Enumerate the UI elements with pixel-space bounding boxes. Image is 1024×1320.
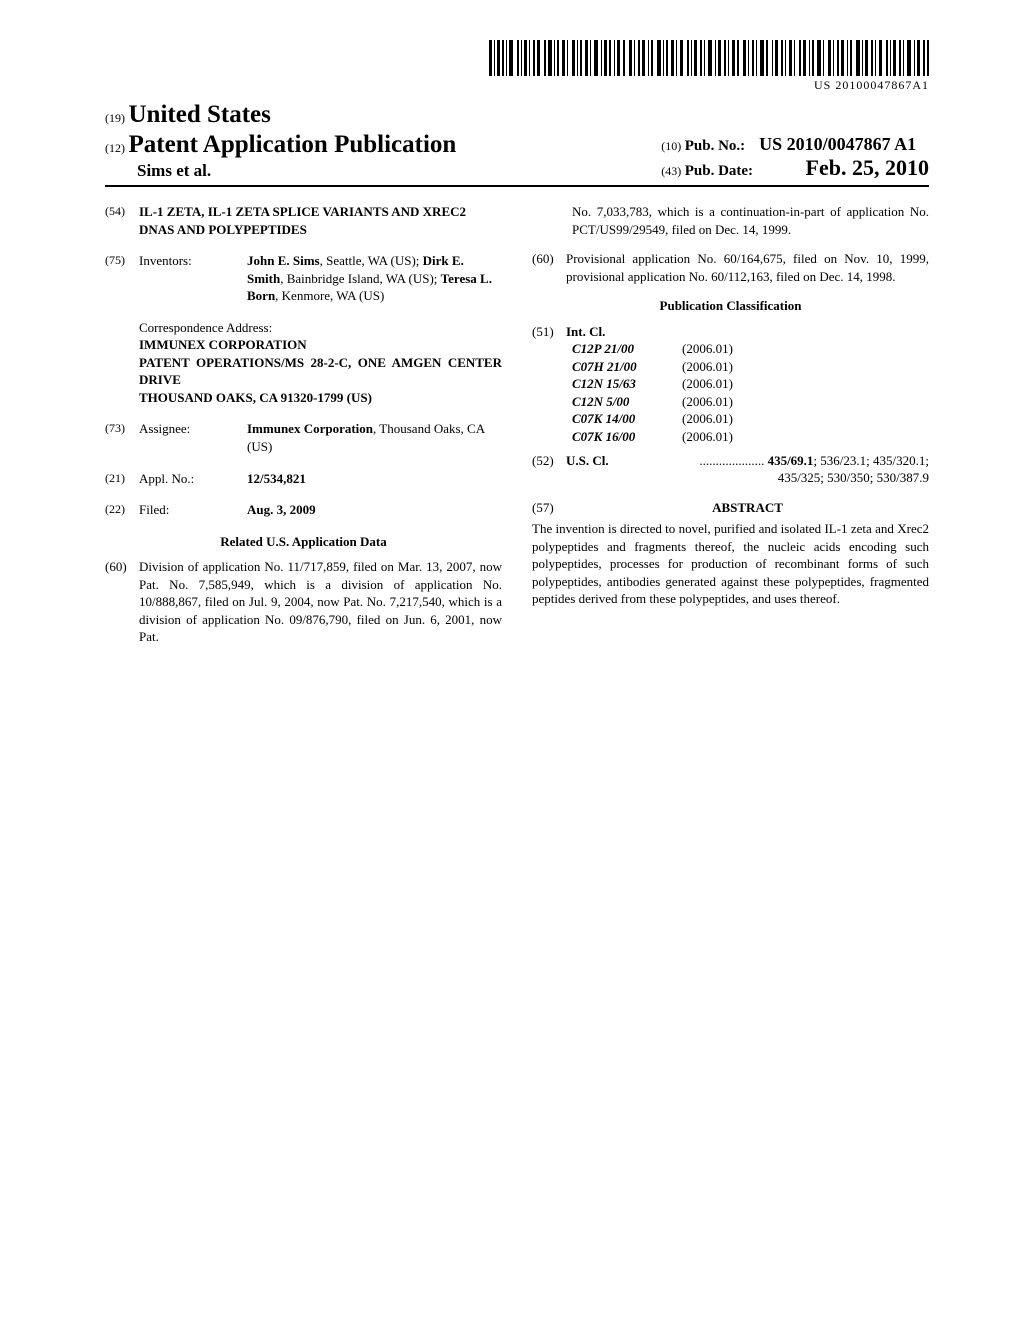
intcl-code: C12P 21/00	[572, 340, 682, 358]
field-73-assignee: (73) Assignee: Immunex Corporation, Thou…	[105, 420, 502, 455]
code-73: (73)	[105, 420, 139, 455]
patent-page: US 20100047867A1 (19) United States (12)…	[0, 0, 1024, 686]
continuation-60: No. 7,033,783, which is a continuation-i…	[532, 203, 929, 238]
intcl-ver: (2006.01)	[682, 358, 733, 376]
inventors-value: John E. Sims, Seattle, WA (US); Dirk E. …	[247, 252, 502, 305]
pubno-label: Pub. No.:	[685, 138, 745, 154]
uscl-label: U.S. Cl.	[566, 452, 609, 470]
pubdate-value: Feb. 25, 2010	[806, 155, 929, 180]
code-43: (43)	[661, 164, 681, 178]
pub-type: Patent Application Publication	[129, 131, 457, 158]
abstract-title: ABSTRACT	[566, 499, 929, 517]
applno-value: 12/534,821	[247, 470, 502, 488]
field-57-abstract-head: (57) ABSTRACT	[532, 499, 929, 517]
uscl-line-2: 435/325; 530/350; 530/387.9	[566, 469, 929, 487]
intcl-code: C07H 21/00	[572, 358, 682, 376]
pub-classification-title: Publication Classification	[532, 297, 929, 315]
intcl-row: C07H 21/00(2006.01)	[572, 358, 929, 376]
inventor-3-loc: , Kenmore, WA (US)	[275, 288, 384, 303]
correspondence-address: Correspondence Address: IMMUNEX CORPORAT…	[139, 319, 502, 407]
intcl-row: C07K 14/00(2006.01)	[572, 410, 929, 428]
field-60-provisional: (60) Provisional application No. 60/164,…	[532, 250, 929, 285]
pub-date-row: (43) Pub. Date: Feb. 25, 2010	[661, 155, 929, 181]
inventor-1-name: John E. Sims	[247, 253, 320, 268]
field-22-filed: (22) Filed: Aug. 3, 2009	[105, 501, 502, 519]
assignee-label: Assignee:	[139, 420, 247, 455]
division-text: Division of application No. 11/717,859, …	[139, 558, 502, 646]
intcl-ver: (2006.01)	[682, 375, 733, 393]
inventor-2-loc: , Bainbridge Island, WA (US);	[280, 271, 440, 286]
abstract-body: The invention is directed to novel, puri…	[532, 520, 929, 608]
filed-label: Filed:	[139, 501, 247, 519]
intcl-row: C12N 5/00(2006.01)	[572, 393, 929, 411]
intcl-ver: (2006.01)	[682, 410, 733, 428]
corr-line-2: IMMUNEX CORPORATION	[139, 336, 502, 354]
country-line: (19) United States	[105, 101, 456, 129]
code-19: (19)	[105, 111, 125, 125]
inventor-1-loc: , Seattle, WA (US);	[320, 253, 423, 268]
intcl-ver: (2006.01)	[682, 428, 733, 446]
uscl-dots: ....................	[699, 453, 767, 468]
related-data-title: Related U.S. Application Data	[105, 533, 502, 551]
uscl-line-1: U.S. Cl. .................... 435/69.1; …	[566, 452, 929, 470]
pubno-value: US 2010/0047867 A1	[759, 134, 916, 154]
pub-no-row: (10) Pub. No.: US 2010/0047867 A1	[661, 134, 929, 155]
provisional-text: Provisional application No. 60/164,675, …	[566, 250, 929, 285]
applno-label: Appl. No.:	[139, 470, 247, 488]
country-name: United States	[129, 101, 271, 128]
inventors-label: Inventors:	[139, 252, 247, 305]
intcl-row: C12P 21/00(2006.01)	[572, 340, 929, 358]
code-21: (21)	[105, 470, 139, 488]
header-left: (19) United States (12) Patent Applicati…	[105, 101, 456, 181]
code-12: (12)	[105, 141, 125, 155]
intcl-ver: (2006.01)	[682, 340, 733, 358]
assignee-value: Immunex Corporation, Thousand Oaks, CA (…	[247, 420, 502, 455]
header-right: (10) Pub. No.: US 2010/0047867 A1 (43) P…	[661, 134, 929, 181]
intcl-code: C07K 14/00	[572, 410, 682, 428]
intcl-code: C12N 15/63	[572, 375, 682, 393]
code-60a: (60)	[105, 558, 139, 646]
barcode: US 20100047867A1	[489, 40, 929, 93]
code-10: (10)	[661, 139, 681, 153]
barcode-svg	[489, 40, 929, 76]
field-54-title: (54) IL-1 ZETA, IL-1 ZETA SPLICE VARIANT…	[105, 203, 502, 238]
assignee-name: Immunex Corporation	[247, 421, 373, 436]
body-columns: (54) IL-1 ZETA, IL-1 ZETA SPLICE VARIANT…	[105, 203, 929, 646]
left-column: (54) IL-1 ZETA, IL-1 ZETA SPLICE VARIANT…	[105, 203, 502, 646]
pubdate-label: Pub. Date:	[685, 163, 753, 179]
field-21-applno: (21) Appl. No.: 12/534,821	[105, 470, 502, 488]
pub-type-line: (12) Patent Application Publication	[105, 131, 456, 159]
field-51-intcl: (51) Int. Cl.	[532, 323, 929, 341]
intcl-row: C12N 15/63(2006.01)	[572, 375, 929, 393]
field-75-inventors: (75) Inventors: John E. Sims, Seattle, W…	[105, 252, 502, 305]
corr-line-4: THOUSAND OAKS, CA 91320-1799 (US)	[139, 389, 502, 407]
code-54: (54)	[105, 203, 139, 238]
uscl-content: U.S. Cl. .................... 435/69.1; …	[566, 452, 929, 487]
code-60b: (60)	[532, 250, 566, 285]
intcl-code: C12N 5/00	[572, 393, 682, 411]
title-text: IL-1 ZETA, IL-1 ZETA SPLICE VARIANTS AND…	[139, 203, 502, 238]
intcl-row: C07K 16/00(2006.01)	[572, 428, 929, 446]
corr-line-1: Correspondence Address:	[139, 319, 502, 337]
code-52: (52)	[532, 452, 566, 487]
code-51: (51)	[532, 323, 566, 341]
code-22: (22)	[105, 501, 139, 519]
code-57: (57)	[532, 499, 566, 517]
barcode-text: US 20100047867A1	[489, 78, 929, 93]
authors-line: Sims et al.	[137, 161, 456, 181]
intcl-label: Int. Cl.	[566, 323, 605, 341]
intcl-ver: (2006.01)	[682, 393, 733, 411]
field-60-division: (60) Division of application No. 11/717,…	[105, 558, 502, 646]
uscl-rest1: ; 536/23.1; 435/320.1;	[813, 453, 929, 468]
right-column: No. 7,033,783, which is a continuation-i…	[532, 203, 929, 646]
header-row: (19) United States (12) Patent Applicati…	[105, 101, 929, 187]
intcl-table: C12P 21/00(2006.01) C07H 21/00(2006.01) …	[572, 340, 929, 445]
field-52-uscl: (52) U.S. Cl. .................... 435/6…	[532, 452, 929, 487]
uscl-first: 435/69.1	[768, 453, 814, 468]
corr-line-3: PATENT OPERATIONS/MS 28-2-C, ONE AMGEN C…	[139, 354, 502, 389]
filed-value: Aug. 3, 2009	[247, 501, 502, 519]
barcode-block: US 20100047867A1	[105, 40, 929, 93]
intcl-code: C07K 16/00	[572, 428, 682, 446]
code-75: (75)	[105, 252, 139, 305]
